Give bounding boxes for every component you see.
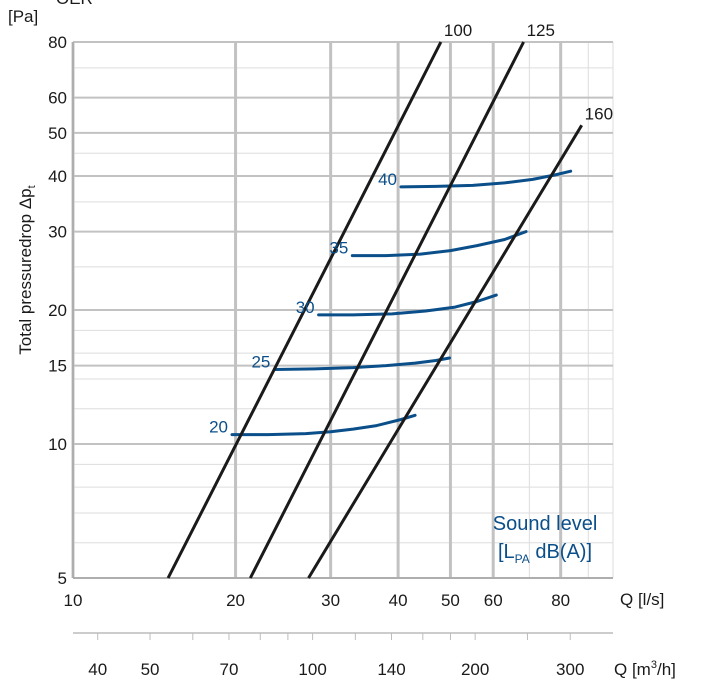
x2-tick-label: 50 [141,660,160,679]
y-tick-label: 80 [48,33,67,52]
sound-level-curves [230,169,573,437]
series-labels: 100 125 160 [444,21,613,123]
secondary-x-tick-labels: 40 50 70 100 140 200 300 [88,660,584,679]
annotation-suffix: dB(A)] [530,541,592,563]
y-axis-title: Total pressuredrop Δpt [16,185,38,354]
x2-tick-label: 140 [377,660,405,679]
x-unit-label: Q [l/s] [620,590,664,609]
duct-line-125 [248,41,525,579]
secondary-x-axis-ticks [97,633,571,640]
secondary-x-unit-suffix: /h] [657,660,676,679]
secondary-x-unit-prefix: Q [m [614,660,651,679]
x-tick-labels: 10 20 30 40 50 60 80 [64,591,571,610]
sound-level-curve-40 [399,169,573,189]
x2-tick-label: 100 [298,660,326,679]
x-tick-label: 20 [226,591,245,610]
y-tick-label: 50 [48,124,67,143]
y-tick-label: 5 [58,569,67,588]
x-tick-label: 10 [64,591,83,610]
x-tick-label: 80 [551,591,570,610]
y-axis-title-main: Total pressuredrop Δp [16,188,35,354]
y-axis-title-subscript: t [26,185,38,188]
x-tick-label: 60 [484,591,503,610]
duct-label-100: 100 [444,21,472,40]
sound-level-curve-labels: 20 25 30 35 40 [209,170,397,437]
duct-label-160: 160 [585,104,613,123]
sound-level-curve-20 [230,413,417,437]
sound-level-label-35: 35 [329,239,348,258]
major-gridlines [71,41,613,579]
y-tick-label: 10 [48,435,67,454]
y-tick-label: 40 [48,167,67,186]
chart-title: OER [56,0,93,8]
y-tick-labels: 5 10 15 20 30 40 50 60 80 [48,33,67,588]
annotation-subscript: PA [515,552,530,566]
secondary-x-unit-label: Q [m3/h] [614,659,676,679]
y-unit-label: [Pa] [8,7,38,26]
duct-line-160 [307,124,583,579]
y-tick-label: 15 [48,357,67,376]
x-tick-label: 40 [389,591,408,610]
x2-tick-label: 200 [461,660,489,679]
annotation-prefix: [L [498,541,515,563]
sound-level-label-40: 40 [378,170,397,189]
y-tick-label: 30 [48,223,67,242]
x2-tick-label: 40 [88,660,107,679]
y-tick-label: 60 [48,89,67,108]
sound-level-label-25: 25 [251,353,270,372]
y-tick-label: 20 [48,301,67,320]
x-tick-label: 50 [441,591,460,610]
sound-level-label-20: 20 [209,418,228,437]
duct-label-125: 125 [527,21,555,40]
sound-level-label-30: 30 [296,298,315,317]
secondary-x-unit-superscript: 3 [651,659,657,671]
sound-level-annotation-line1: Sound level [493,513,598,535]
duct-line-100 [166,41,443,579]
x2-tick-label: 300 [556,660,584,679]
sound-level-curve-25 [272,356,451,371]
x2-tick-label: 70 [219,660,238,679]
x-tick-label: 30 [321,591,340,610]
duct-size-lines [166,41,583,579]
sound-level-annotation-line2: [LPA dB(A)] [498,541,592,566]
sound-level-curve-35 [350,230,528,258]
